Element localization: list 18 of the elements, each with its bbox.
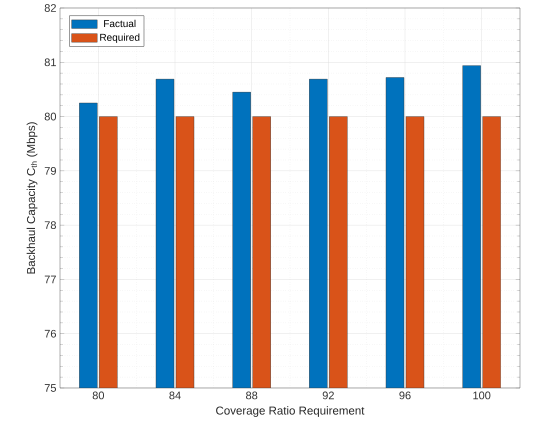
legend-label: Factual: [104, 20, 136, 28]
y-tick-label: 76: [44, 330, 56, 338]
y-tick-label: 79: [44, 166, 56, 175]
x-tick-label: 96: [399, 392, 411, 400]
legend-label: Required: [100, 34, 140, 43]
y-tick-label: 75: [44, 384, 56, 392]
y-tick-label: 81: [44, 58, 56, 66]
x-tick-label: 100: [473, 392, 490, 400]
y-axis-title: Backhaul Capacity C$_{th}$ (Mbps): [26, 122, 38, 274]
x-tick-label: 92: [322, 392, 334, 400]
y-tick-label: 78: [44, 221, 56, 230]
x-axis-title: Coverage Ratio Requirement: [216, 406, 364, 417]
y-tick-label: 77: [44, 276, 56, 284]
x-tick-label: 84: [169, 392, 181, 400]
x-tick-label: 80: [92, 392, 104, 400]
y-tick-label: 82: [44, 4, 56, 12]
x-tick-label: 88: [246, 392, 258, 400]
y-tick-label: 80: [44, 112, 56, 120]
